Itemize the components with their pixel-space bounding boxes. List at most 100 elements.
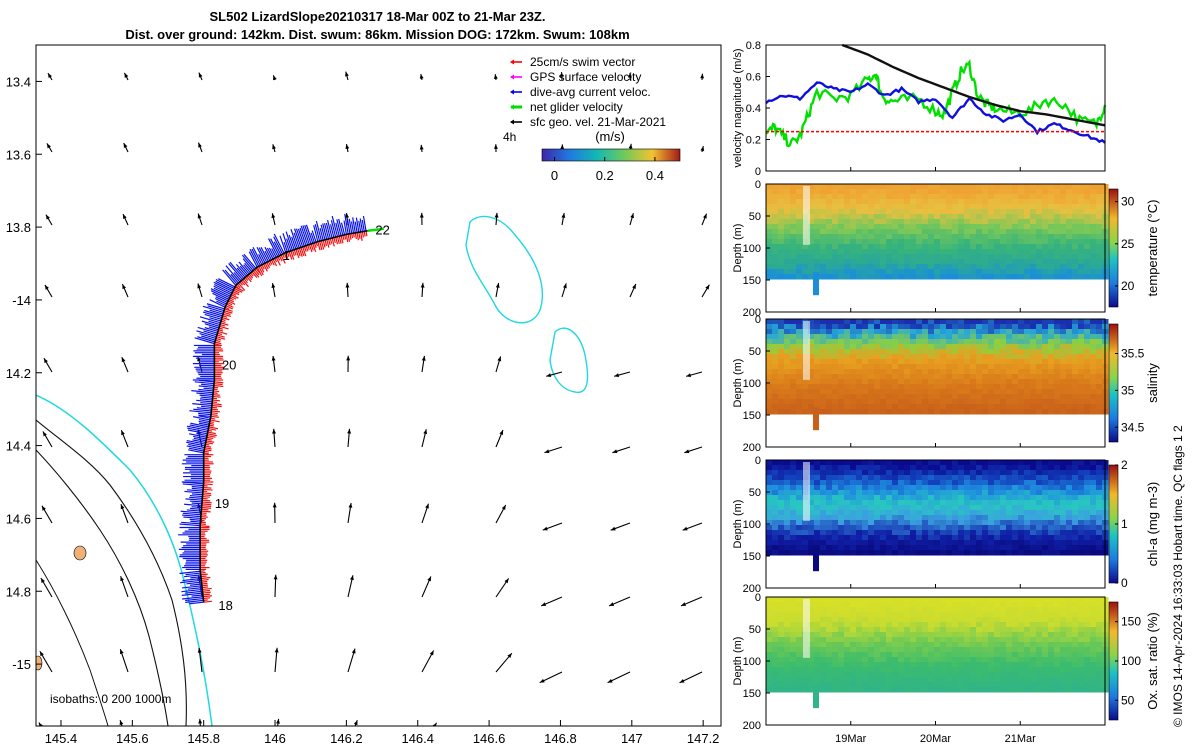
section-cell [820, 505, 827, 511]
section-cell [922, 525, 929, 531]
section-cell [922, 505, 929, 511]
section-cell [1006, 269, 1013, 275]
section-cell [886, 224, 893, 230]
section-cell [1060, 264, 1067, 270]
section-cell [934, 627, 941, 633]
section-cell [964, 339, 971, 345]
dive-avg-current-vector [213, 285, 232, 296]
section-cell [874, 214, 881, 220]
section-cell [844, 637, 851, 643]
section-cell [952, 229, 959, 235]
geo-velocity-arrowhead [124, 72, 129, 78]
section-cell [922, 530, 929, 536]
section-cell [1024, 662, 1031, 668]
dive-avg-current-vector [209, 309, 224, 315]
section-cell [1078, 184, 1085, 190]
section-cell [952, 520, 959, 526]
section-cell [826, 239, 833, 245]
section-cell [940, 602, 947, 608]
section-cell [1000, 319, 1007, 325]
section-cell [988, 364, 995, 370]
section-cell [778, 344, 785, 350]
section-cell [1012, 480, 1019, 486]
isobath-black-1 [36, 419, 187, 726]
section-cell [766, 687, 773, 693]
section-cell [1096, 249, 1103, 255]
section-cell [976, 234, 983, 240]
section-cell [1090, 485, 1097, 491]
dive-avg-current-vector [189, 601, 204, 605]
section-cell [970, 224, 977, 230]
section-cell [790, 184, 797, 190]
dive-avg-current-vector [197, 336, 216, 343]
section-cell [874, 324, 881, 330]
section-cell [952, 485, 959, 491]
section-cell [922, 500, 929, 506]
section-cell [952, 374, 959, 380]
section-cell [898, 269, 905, 275]
section-cell [790, 602, 797, 608]
section-cell [1078, 470, 1085, 476]
section-cell [934, 485, 941, 491]
section-cell [1036, 249, 1043, 255]
geo-velocity-arrowhead [44, 284, 49, 290]
section-cell [1048, 344, 1055, 350]
section-cell [820, 460, 827, 466]
section-cell [838, 662, 845, 668]
section-cell [778, 642, 785, 648]
swim-vector [212, 394, 220, 396]
section-cell [982, 617, 989, 623]
section-cell [814, 465, 821, 471]
section-cell [982, 194, 989, 200]
section-cell [874, 329, 881, 335]
section-cell [928, 465, 935, 471]
dive-avg-current-vector [256, 247, 266, 264]
dive-avg-current-vector [190, 422, 209, 428]
section-cell [940, 475, 947, 481]
section-cell [826, 254, 833, 260]
section-cell [976, 647, 983, 653]
swim-vector [261, 264, 265, 270]
section-cell [1018, 409, 1025, 415]
section-cell [982, 189, 989, 195]
geo-velocity-arrowhead [686, 373, 692, 378]
section-cell [928, 244, 935, 250]
section-cell [784, 354, 791, 360]
section-cell [1030, 627, 1037, 633]
section-cell [1048, 505, 1055, 511]
section-cell [790, 682, 797, 688]
section-cell [994, 485, 1001, 491]
section-cell [928, 389, 935, 395]
section-cell [1078, 490, 1085, 496]
geo-velocity-arrowhead [46, 143, 51, 149]
section-cell [1060, 535, 1067, 541]
section-cell [1000, 622, 1007, 628]
dive-avg-current-vector [268, 247, 276, 259]
section-cell [856, 485, 863, 491]
section-cell [976, 515, 983, 521]
section-cell [874, 194, 881, 200]
geo-velocity-arrowhead [348, 502, 353, 508]
section-cell [1090, 249, 1097, 255]
section-cell [1096, 404, 1103, 410]
section-cell [850, 470, 857, 476]
section-cell [790, 269, 797, 275]
section-cell [1006, 324, 1013, 330]
section-cell [1072, 354, 1079, 360]
section-cell [952, 389, 959, 395]
section-cell [928, 637, 935, 643]
dive-avg-current-vector [184, 574, 201, 578]
section-cell [976, 404, 983, 410]
section-cell [928, 269, 935, 275]
section-cell [850, 229, 857, 235]
section-cell [808, 672, 815, 678]
section-cell [832, 239, 839, 245]
section-cell [1078, 369, 1085, 375]
section-cell [778, 219, 785, 225]
section-cell [1096, 535, 1103, 541]
section-cell [970, 495, 977, 501]
section-cell [1096, 319, 1103, 325]
section-cell [964, 535, 971, 541]
section-cell [766, 199, 773, 205]
section-cell [952, 480, 959, 486]
